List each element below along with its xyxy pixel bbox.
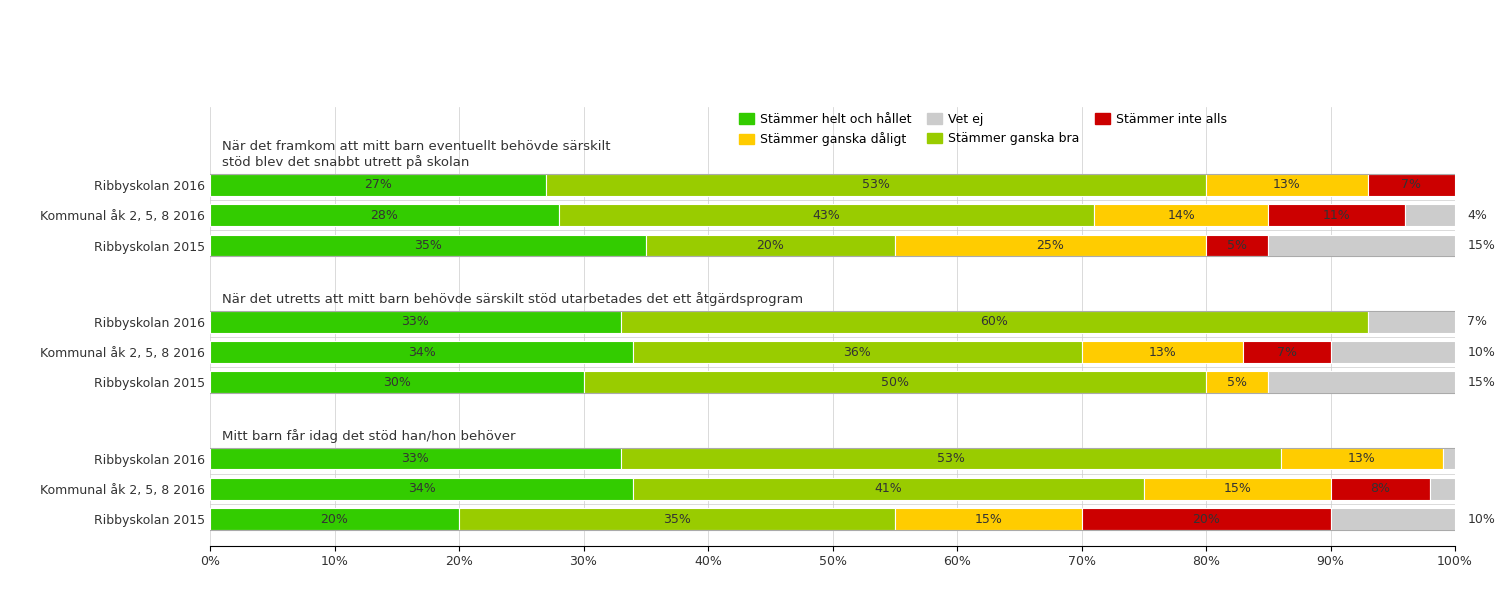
Text: 53%: 53% xyxy=(938,452,964,465)
Text: 33%: 33% xyxy=(402,452,429,465)
Bar xyxy=(546,174,1206,196)
Text: 53%: 53% xyxy=(862,178,889,191)
Text: 7%: 7% xyxy=(1276,346,1298,359)
Text: 35%: 35% xyxy=(663,513,692,526)
Text: 15%: 15% xyxy=(1222,483,1251,496)
Text: 11%: 11% xyxy=(1323,209,1350,222)
Text: 13%: 13% xyxy=(1149,346,1176,359)
Bar xyxy=(1330,508,1455,530)
Bar xyxy=(633,478,1143,500)
Bar xyxy=(210,341,633,363)
Bar xyxy=(210,371,584,393)
Text: 15%: 15% xyxy=(1467,376,1496,389)
Text: 20%: 20% xyxy=(756,239,784,252)
Text: 25%: 25% xyxy=(1036,239,1065,252)
Text: 14%: 14% xyxy=(1167,209,1196,222)
Text: 4%: 4% xyxy=(1467,209,1488,222)
Bar xyxy=(1443,448,1455,470)
Bar xyxy=(1082,508,1330,530)
Bar xyxy=(1330,341,1455,363)
Bar xyxy=(210,204,558,226)
Text: 60%: 60% xyxy=(981,315,1008,328)
Text: 5%: 5% xyxy=(1227,239,1246,252)
Text: 13%: 13% xyxy=(1347,452,1376,465)
Bar xyxy=(633,341,1082,363)
Bar xyxy=(210,448,621,470)
Text: 5%: 5% xyxy=(1227,376,1246,389)
Bar xyxy=(210,235,646,256)
Text: 28%: 28% xyxy=(370,209,398,222)
Bar xyxy=(210,478,633,500)
Text: 50%: 50% xyxy=(880,376,909,389)
Bar xyxy=(1281,448,1443,470)
Bar xyxy=(1268,235,1455,256)
Text: 41%: 41% xyxy=(874,483,903,496)
Text: 36%: 36% xyxy=(843,346,872,359)
Bar xyxy=(210,508,459,530)
Text: 7%: 7% xyxy=(1401,178,1422,191)
Text: 34%: 34% xyxy=(408,346,435,359)
Legend: Stämmer helt och hållet, Stämmer ganska dåligt, Vet ej, Stämmer ganska bra, Stäm: Stämmer helt och hållet, Stämmer ganska … xyxy=(740,113,1227,146)
Bar xyxy=(1206,174,1368,196)
Text: 20%: 20% xyxy=(1192,513,1219,526)
Bar xyxy=(894,508,1082,530)
Bar xyxy=(1082,341,1244,363)
Text: 15%: 15% xyxy=(974,513,1002,526)
Bar xyxy=(558,204,1094,226)
Text: 10%: 10% xyxy=(1467,513,1496,526)
Bar xyxy=(621,448,1281,470)
Bar xyxy=(459,508,894,530)
Text: 35%: 35% xyxy=(414,239,442,252)
Bar xyxy=(1268,371,1455,393)
Bar xyxy=(1244,341,1330,363)
Text: 34%: 34% xyxy=(408,483,435,496)
Text: 13%: 13% xyxy=(1274,178,1300,191)
Text: 15%: 15% xyxy=(1467,239,1496,252)
Text: Mitt barn får idag det stöd han/hon behöver: Mitt barn får idag det stöd han/hon behö… xyxy=(222,429,516,443)
Bar xyxy=(1406,204,1455,226)
Bar xyxy=(1206,235,1269,256)
Bar xyxy=(1094,204,1268,226)
Bar xyxy=(210,311,621,333)
Bar xyxy=(1206,371,1269,393)
Text: 10%: 10% xyxy=(1467,346,1496,359)
Text: 7%: 7% xyxy=(1467,315,1488,328)
Text: 43%: 43% xyxy=(813,209,840,222)
Text: 8%: 8% xyxy=(1371,483,1390,496)
Text: 20%: 20% xyxy=(321,513,348,526)
Text: När det framkom att mitt barn eventuellt behövde särskilt
stöd blev det snabbt u: När det framkom att mitt barn eventuellt… xyxy=(222,140,610,169)
Text: När det utretts att mitt barn behövde särskilt stöd utarbetades det ett åtgärdsp: När det utretts att mitt barn behövde sä… xyxy=(222,292,804,306)
Bar xyxy=(1144,478,1330,500)
Bar xyxy=(1368,174,1455,196)
Bar xyxy=(210,174,546,196)
Bar xyxy=(584,371,1206,393)
Bar xyxy=(1330,478,1430,500)
Text: 27%: 27% xyxy=(364,178,392,191)
Bar xyxy=(1430,478,1455,500)
Bar xyxy=(894,235,1206,256)
Bar xyxy=(1368,311,1455,333)
Bar xyxy=(621,311,1368,333)
Bar xyxy=(1268,204,1406,226)
Bar xyxy=(646,235,894,256)
Text: 30%: 30% xyxy=(382,376,411,389)
Text: 33%: 33% xyxy=(402,315,429,328)
